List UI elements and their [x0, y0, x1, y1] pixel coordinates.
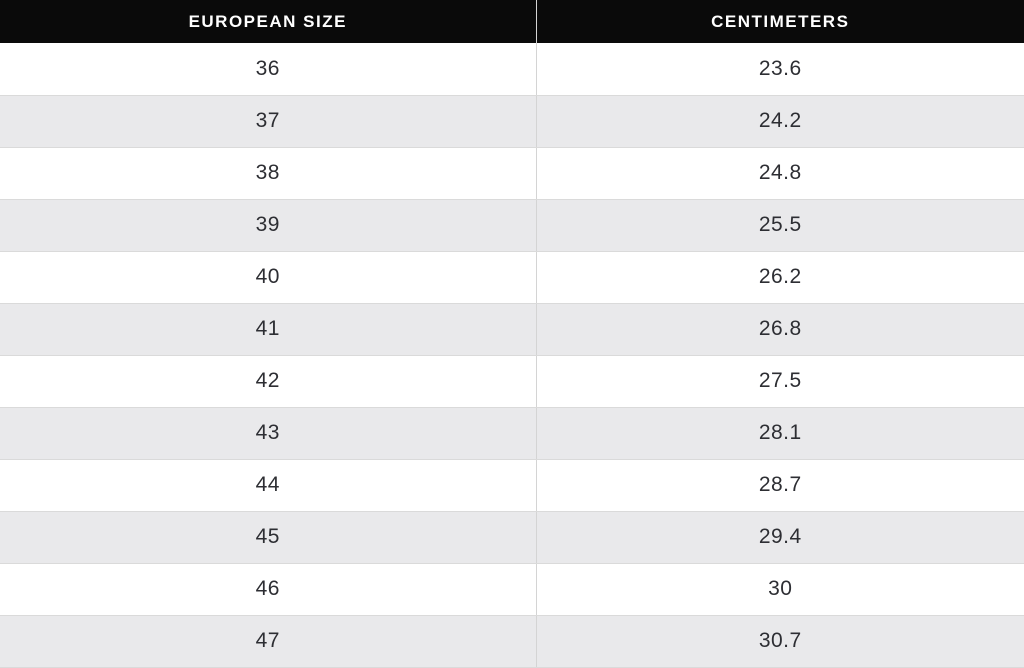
- table-row: 43 28.1: [0, 407, 1024, 460]
- eu-size-cell: 46: [0, 563, 536, 616]
- table-row: 39 25.5: [0, 199, 1024, 252]
- centimeters-cell: 29.4: [535, 511, 1024, 564]
- centimeters-cell: 24.2: [535, 95, 1024, 148]
- centimeters-column-header: CENTIMETERS: [535, 0, 1024, 43]
- eu-size-cell: 37: [0, 95, 536, 148]
- centimeters-cell: 30: [535, 563, 1024, 616]
- table-header: EUROPEAN SIZE CENTIMETERS: [0, 0, 1024, 43]
- centimeters-cell: 30.7: [535, 615, 1024, 668]
- centimeters-cell: 24.8: [535, 147, 1024, 200]
- eu-size-cell: 36: [0, 43, 536, 96]
- eu-size-cell: 39: [0, 199, 536, 252]
- eu-size-cell: 40: [0, 251, 536, 304]
- table-row: 47 30.7: [0, 615, 1024, 668]
- eu-size-cell: 44: [0, 459, 536, 512]
- table-row: 37 24.2: [0, 95, 1024, 148]
- eu-size-cell: 43: [0, 407, 536, 460]
- eu-size-cell: 47: [0, 615, 536, 668]
- size-table-body: 36 23.6 37 24.2 38 24.8 39 25.5 40 26.2 …: [0, 43, 1024, 668]
- centimeters-cell: 23.6: [535, 43, 1024, 96]
- table-row: 38 24.8: [0, 147, 1024, 200]
- eu-size-column-header: EUROPEAN SIZE: [0, 0, 536, 43]
- eu-size-cell: 45: [0, 511, 536, 564]
- table-row: 41 26.8: [0, 303, 1024, 356]
- centimeters-cell: 25.5: [535, 199, 1024, 252]
- eu-size-cell: 38: [0, 147, 536, 200]
- table-row: 42 27.5: [0, 355, 1024, 408]
- table-row: 46 30: [0, 563, 1024, 616]
- centimeters-cell: 28.1: [535, 407, 1024, 460]
- table-row: 44 28.7: [0, 459, 1024, 512]
- centimeters-cell: 28.7: [535, 459, 1024, 512]
- eu-size-cell: 42: [0, 355, 536, 408]
- table-row: 45 29.4: [0, 511, 1024, 564]
- centimeters-cell: 27.5: [535, 355, 1024, 408]
- centimeters-cell: 26.8: [535, 303, 1024, 356]
- table-header-row: EUROPEAN SIZE CENTIMETERS: [0, 0, 1024, 43]
- table-row: 36 23.6: [0, 43, 1024, 96]
- eu-size-cell: 41: [0, 303, 536, 356]
- table-row: 40 26.2: [0, 251, 1024, 304]
- centimeters-cell: 26.2: [535, 251, 1024, 304]
